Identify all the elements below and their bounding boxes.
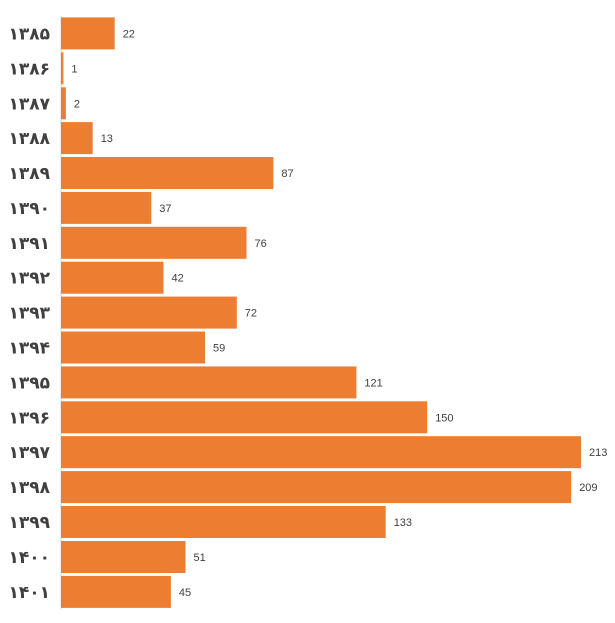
bar [61,52,64,85]
category-label: ۱۳۹۶ [8,408,50,428]
data-label: 213 [589,447,607,459]
category-label: ۱۳۸۸ [8,129,50,149]
bar [61,191,152,224]
bar [61,296,237,329]
bar [61,87,66,120]
data-label: 133 [394,517,412,529]
bar [61,331,205,364]
category-label: ۱۳۹۳ [8,304,50,324]
data-label: 76 [255,238,267,250]
data-label: 42 [172,273,184,285]
category-label: ۱۳۹۷ [8,443,50,463]
bar [61,541,186,573]
category-label: ۱۴۰۱ [8,583,50,603]
data-label: 51 [194,552,206,564]
data-label: 1 [71,63,77,75]
bar [61,366,357,399]
category-label: ۱۳۹۹ [8,513,50,533]
bars-group [61,17,581,608]
category-label: ۱۳۹۸ [8,478,50,498]
data-label: 59 [213,343,225,355]
data-label: 45 [179,587,191,599]
bar [61,17,115,50]
data-label: 209 [579,482,597,494]
data-label: 2 [74,98,80,110]
bar [61,226,247,259]
bar [61,401,428,434]
category-label: ۱۳۸۹ [8,164,50,184]
category-label: ۱۴۰۰ [8,548,50,568]
data-label: 13 [101,133,113,145]
bar [61,436,581,469]
category-label: ۱۳۹۲ [8,269,50,289]
data-label: 87 [281,168,293,180]
data-label: 121 [364,377,382,389]
category-label: ۱۳۹۱ [8,234,50,254]
data-label: 37 [159,203,171,215]
category-label: ۱۳۸۷ [8,94,50,114]
category-label: ۱۳۸۶ [8,59,50,79]
category-label: ۱۳۹۴ [8,339,50,359]
data-label: 72 [245,308,257,320]
category-label: ۱۳۸۵ [8,25,50,45]
category-label: ۱۳۹۰ [8,199,50,219]
bar [61,506,386,538]
data-label: 22 [123,29,135,41]
data-label: 150 [435,412,453,424]
bar [61,261,164,294]
bar [61,471,572,504]
labels-group: ۱۳۸۵ 22 ۱۳۸۶ 1 ۱۳۸۷ 2 ۱۳۸۸ 13 ۱۳۸۹ 87 ۱۳۹۰ 37 ۱۳۹۱ 76… [8,25,607,603]
bar [61,157,274,189]
category-label: ۱۳۹۵ [8,373,50,393]
bar [61,122,93,155]
bar [61,575,171,608]
